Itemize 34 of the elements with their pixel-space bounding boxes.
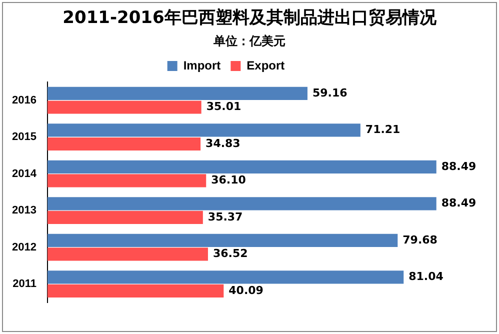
legend-label: Import (183, 58, 221, 72)
data-label: 88.49 (441, 160, 476, 173)
y-tick-label: 2016 (12, 94, 36, 106)
y-tick-label: 2012 (12, 241, 36, 254)
data-label: 79.68 (402, 233, 438, 246)
data-label: 35.01 (206, 100, 242, 114)
data-label: 35.37 (208, 210, 243, 224)
data-label: 88.49 (441, 196, 476, 210)
chart-title: 2011-2016年巴西塑料及其制品进出口贸易情况 (62, 7, 438, 29)
data-label: 34.83 (206, 136, 240, 150)
bar (47, 284, 224, 298)
data-label: 59.16 (312, 86, 348, 100)
bar (47, 248, 208, 261)
data-label: 71.21 (365, 123, 400, 136)
legend-label: Export (246, 58, 285, 72)
bar (47, 100, 202, 114)
bar (47, 137, 201, 151)
bar (47, 210, 203, 224)
data-label: 36.10 (211, 174, 246, 187)
bar (47, 86, 308, 100)
chart-subtitle: 单位：亿美元 (212, 33, 286, 50)
y-tick-label: 2013 (12, 204, 36, 217)
y-tick-label: 2011 (12, 278, 36, 290)
data-label: 81.04 (408, 270, 444, 284)
bar (47, 124, 360, 137)
y-tick-label: 2014 (12, 168, 38, 180)
data-label: 36.52 (212, 247, 248, 260)
bar (47, 234, 398, 247)
bar (47, 270, 404, 284)
data-label: 40.09 (228, 284, 264, 297)
bar (47, 160, 436, 174)
y-tick-label: 2015 (12, 131, 36, 144)
bar (47, 174, 206, 188)
bar (47, 197, 436, 210)
